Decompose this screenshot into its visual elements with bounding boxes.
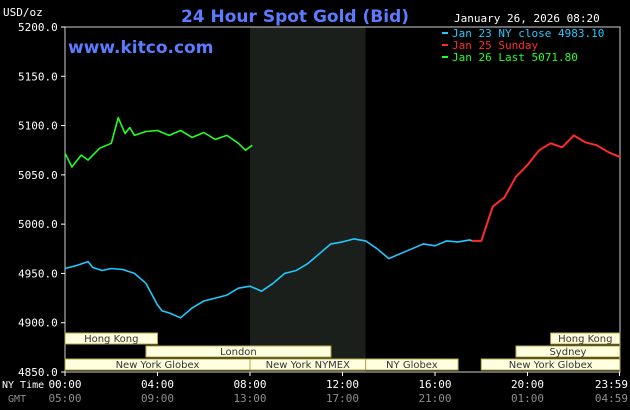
x-tick-label-ny: 04:00 <box>141 378 174 391</box>
x-tick-label-gmt: 01:00 <box>511 392 544 405</box>
session-label-row3-3: NY Globex <box>386 360 438 371</box>
legend-entry-3: Jan 26 Last 5071.80 <box>452 51 578 64</box>
x-tick-label-ny: 16:00 <box>418 378 451 391</box>
x-tick-label-gmt: 04:59 <box>595 392 628 405</box>
ny-time-row-label: NY Time <box>2 380 44 391</box>
nymex-session-shade <box>250 27 366 372</box>
y-tick-label: 5050.0 <box>18 169 58 182</box>
y-tick-label: 5100.0 <box>18 120 58 133</box>
y-tick-label: 5000.0 <box>18 218 58 231</box>
session-bar-row2-2 <box>515 345 621 358</box>
legend-entry-2: Jan 25 Sunday <box>452 39 538 52</box>
y-tick-label: 5200.0 <box>18 21 58 34</box>
session-label-row3-1: New York Globex <box>116 360 200 371</box>
session-label-row2-1: London <box>220 347 257 358</box>
y-tick-label: 4850.0 <box>18 366 58 379</box>
y-axis: 5200.0 5150.0 5100.0 5050.0 5000.0 4950.0 4900… <box>18 21 65 379</box>
y-tick-label: 4950.0 <box>18 267 58 280</box>
x-tick-label-gmt: 13:00 <box>233 392 266 405</box>
session-bar-row2-1 <box>145 345 332 358</box>
x-tick-label-ny: 23:59 <box>595 378 628 391</box>
market-sessions: Hong Kong Hong Kong London Sydney New York G… <box>64 332 621 371</box>
series-line-1 <box>64 238 473 319</box>
series-line-2 <box>472 134 621 242</box>
series-line-3 <box>64 116 253 168</box>
session-label-row3-2: New York NYMEX <box>266 360 351 371</box>
session-bar-row1-2 <box>550 332 621 345</box>
session-label-row1-2: Hong Kong <box>558 334 612 345</box>
session-label-row2-2: Sydney <box>549 347 586 358</box>
session-bar-row3-4 <box>480 358 621 371</box>
session-bar-row3-3 <box>365 358 459 371</box>
y-tick-label: 5150.0 <box>18 70 58 83</box>
x-tick-label-ny: 08:00 <box>233 378 266 391</box>
chart-timestamp: January 26, 2026 08:20 <box>454 12 600 25</box>
legend-entry-1: Jan 23 NY close 4983.10 <box>452 27 604 40</box>
x-tick-label-ny: 00:00 <box>48 378 81 391</box>
y-tick-label: 4900.0 <box>18 317 58 330</box>
gmt-row-label: GMT <box>8 394 26 405</box>
x-tick-label-gmt: 21:00 <box>418 392 451 405</box>
chart-title: 24 Hour Spot Gold (Bid) <box>181 7 409 27</box>
session-label-row1-1: Hong Kong <box>84 334 138 345</box>
kitco-brand-link[interactable]: www.kitco.com <box>68 38 213 58</box>
unit-label: USD/oz <box>3 6 43 19</box>
session-bar-row1-1 <box>64 332 158 345</box>
session-label-row3-4: New York Globex <box>509 360 593 371</box>
x-tick-label-ny: 20:00 <box>511 378 544 391</box>
x-tick-label-gmt: 17:00 <box>326 392 359 405</box>
x-tick-label-ny: 12:00 <box>326 378 359 391</box>
x-tick-label-gmt: 09:00 <box>141 392 174 405</box>
x-tick-label-gmt: 05:00 <box>48 392 81 405</box>
plot-area <box>64 26 621 373</box>
